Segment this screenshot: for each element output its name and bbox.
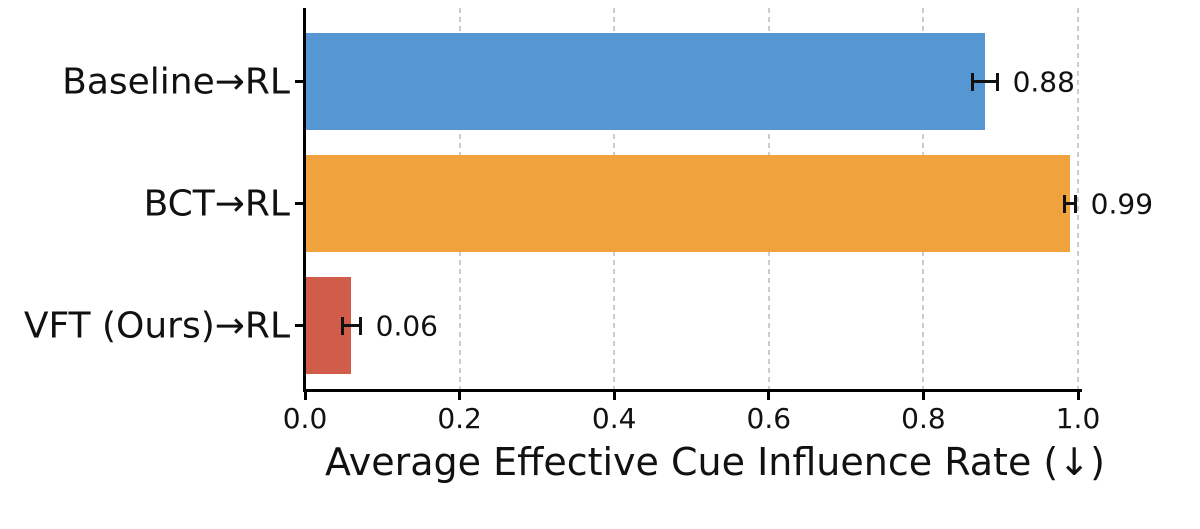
y-tick-mark <box>295 80 304 83</box>
x-axis-spine <box>303 389 1082 392</box>
y-tick-label-3: VFT (Ours)→RL <box>23 305 290 346</box>
x-tick-mark <box>921 391 925 400</box>
error-bar-line <box>1064 202 1076 205</box>
bar-value-label: 0.99 <box>1090 187 1154 220</box>
x-tick-mark <box>303 391 307 400</box>
x-tick-mark <box>612 391 616 400</box>
y-tick-label-1: Baseline→RL <box>62 61 290 102</box>
error-bar-cap <box>996 72 1000 91</box>
x-tick-label-0.2: 0.2 <box>437 402 482 435</box>
x-tick-label-0.6: 0.6 <box>746 402 792 435</box>
y-tick-mark <box>295 202 304 205</box>
error-bar-cap <box>359 316 363 335</box>
x-tick-mark <box>458 391 462 400</box>
bar-value-label: 0.06 <box>375 309 438 342</box>
bar-1 <box>306 33 986 130</box>
x-tick-mark <box>767 391 771 400</box>
x-tick-label-0.4: 0.4 <box>591 402 637 435</box>
bar-value-label: 0.88 <box>1012 65 1075 98</box>
x-tick-label-0.0: 0.0 <box>282 402 328 435</box>
x-tick-label-1.0: 1.0 <box>1055 402 1101 435</box>
error-bar-line <box>342 324 361 327</box>
error-bar-cap <box>1074 194 1078 213</box>
y-tick-mark <box>295 324 304 327</box>
x-tick-mark <box>1076 391 1080 400</box>
x-axis-label: Average Effective Cue Influence Rate (↓) <box>325 440 1105 484</box>
plot-area: 0.88 0.99 0.06 <box>303 8 1153 392</box>
error-bar-line <box>972 80 998 83</box>
gridline-1 <box>1077 8 1079 389</box>
bar-2 <box>306 155 1071 252</box>
y-axis-spine <box>303 8 306 391</box>
y-tick-label-2: BCT→RL <box>143 183 290 224</box>
error-bar-cap <box>1063 194 1067 213</box>
error-bar-cap <box>971 72 975 91</box>
x-tick-label-0.8: 0.8 <box>901 402 946 435</box>
error-bar-cap <box>340 316 344 335</box>
